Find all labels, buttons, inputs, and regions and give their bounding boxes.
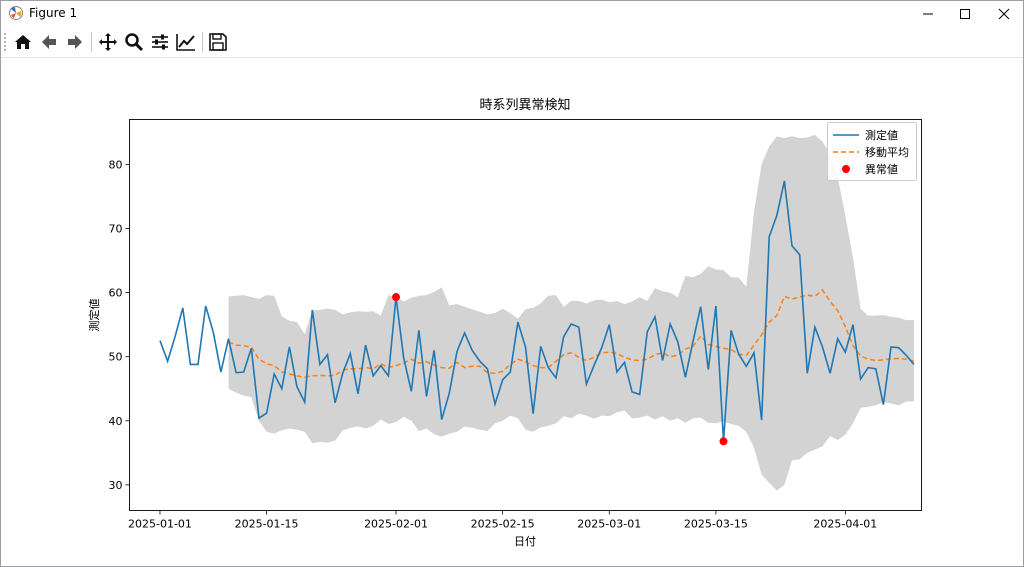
legend: 測定値 移動平均 異常値 [827,122,917,181]
title-bar[interactable]: Figure 1 [1,1,1023,27]
x-axis-ticks: 2025-01-01 2025-01-15 2025-02-01 2025-02-15… [128,510,877,531]
y-tick-label: 80 [109,158,123,171]
save-button[interactable] [206,30,230,54]
edit-axes-button[interactable] [174,30,198,54]
legend-frame [827,122,917,181]
minimize-button[interactable] [905,1,951,27]
legend-label-measurement: 測定値 [865,128,898,142]
measurement-layer [159,180,915,442]
x-tick-label: 2025-04-01 [813,518,877,531]
move-icon [99,33,117,51]
y-tick-label: 40 [109,415,123,428]
x-tick-label: 2025-01-15 [235,518,299,531]
arrow-left-icon [42,35,56,49]
chart-title: 時系列異常検知 [479,97,570,113]
anomaly-point [719,437,728,446]
toolbar-separator [202,32,203,52]
moving-average-layer [228,288,915,378]
arrow-right-icon [68,35,82,49]
configure-subplots-button[interactable] [148,30,172,54]
legend-label-moving-average: 移動平均 [865,145,909,159]
toolbar-grip[interactable] [4,33,8,51]
confidence-band [228,134,914,491]
y-tick-label: 70 [109,222,123,235]
maximize-icon [960,9,970,19]
y-axis-ticks: 30 40 50 60 70 80 [109,158,130,492]
y-axis-label: 測定値 [87,299,101,332]
home-icon [15,35,31,49]
x-tick-label: 2025-02-15 [471,518,535,531]
pan-button[interactable] [96,30,120,54]
measurement-line [159,180,915,442]
plot-area-frame [129,119,922,511]
navigation-toolbar [1,27,1023,58]
figure-canvas[interactable]: 時系列異常検知 2025-01-01 2025-01-15 2025-02-01 20… [1,57,1023,566]
sliders-icon [152,34,168,50]
x-axis-label: 日付 [514,535,536,548]
confidence-band-layer [228,134,914,491]
x-tick-label: 2025-03-01 [577,518,641,531]
legend-marker-anomaly [842,165,850,173]
back-button[interactable] [37,30,61,54]
x-tick-label: 2025-03-15 [684,518,748,531]
matplotlib-icon [8,5,24,21]
x-tick-label: 2025-01-01 [128,518,192,531]
floppy-disk-icon [209,33,227,51]
magnifier-icon [125,33,144,52]
close-button[interactable] [981,1,1024,27]
minimize-icon [923,13,933,15]
zoom-button[interactable] [122,30,146,54]
line-chart-icon [176,34,195,51]
moving-average-line [228,288,915,378]
legend-label-anomaly: 異常値 [865,163,898,176]
y-tick-label: 50 [109,351,123,364]
anomaly-point [392,293,401,302]
forward-button[interactable] [63,30,87,54]
toolbar-separator [91,32,92,52]
y-tick-label: 30 [109,479,123,492]
window-title: Figure 1 [29,6,78,20]
close-icon [998,8,1010,20]
home-button[interactable] [11,30,35,54]
y-tick-label: 60 [109,287,123,300]
maximize-button[interactable] [942,1,988,27]
x-tick-label: 2025-02-01 [364,518,428,531]
anomaly-layer [392,293,728,446]
